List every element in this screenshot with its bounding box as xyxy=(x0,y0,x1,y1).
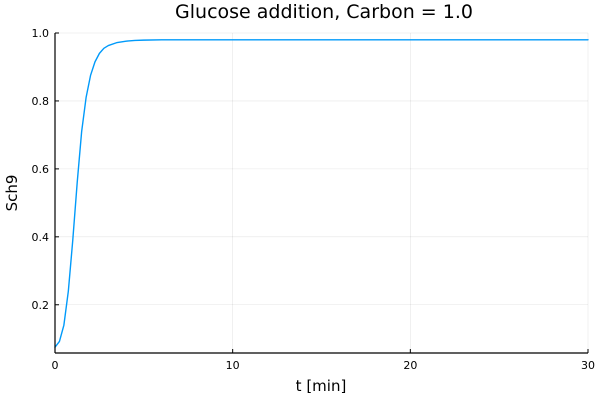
y-axis-label: Sch9 xyxy=(3,175,21,212)
x-tick-label: 0 xyxy=(52,359,59,372)
grid-lines xyxy=(54,32,589,353)
y-axis-ticks: 0.2 0.4 0.6 0.8 1.0 xyxy=(32,27,59,312)
y-tick-label: 0.6 xyxy=(32,163,50,176)
y-tick-label: 0.2 xyxy=(32,299,50,312)
x-axis-label: t [min] xyxy=(296,377,347,395)
y-tick-label: 1.0 xyxy=(32,27,50,40)
y-tick-label: 0.8 xyxy=(32,95,50,108)
x-tick-label: 10 xyxy=(226,359,240,372)
x-tick-label: 30 xyxy=(581,359,595,372)
x-axis-ticks: 0 10 20 30 xyxy=(52,349,595,372)
chart-title: Glucose addition, Carbon = 1.0 xyxy=(175,1,473,23)
x-tick-label: 20 xyxy=(403,359,417,372)
y-tick-label: 0.4 xyxy=(32,231,50,244)
plot-series-group xyxy=(54,39,589,348)
series-line xyxy=(54,39,589,348)
